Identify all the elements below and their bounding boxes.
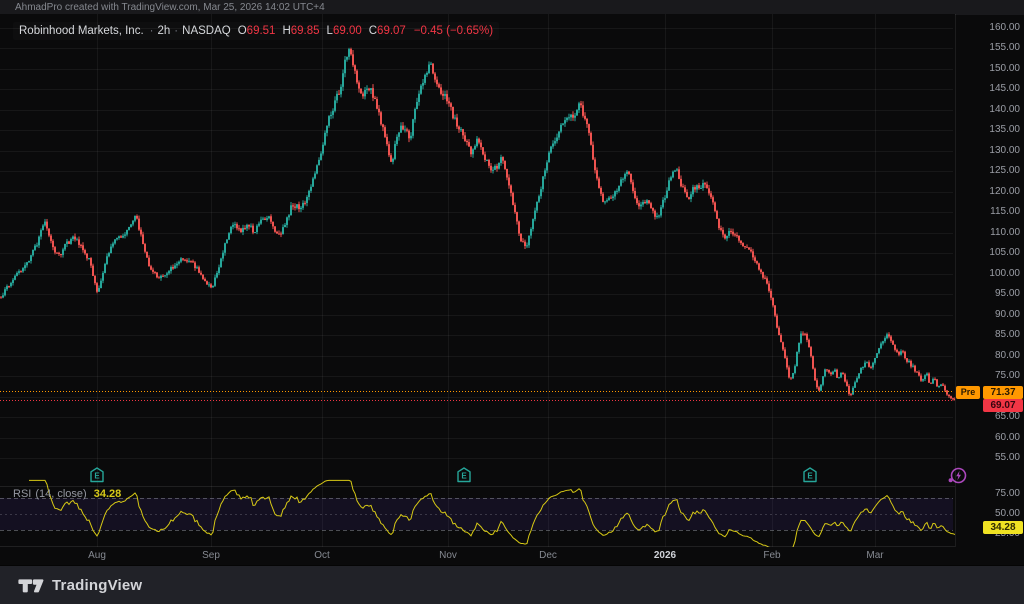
price-tick: 140.00 [989, 103, 1020, 115]
price-tick: 135.00 [989, 124, 1020, 135]
svg-text:E: E [94, 472, 100, 481]
price-tick: 60.00 [994, 431, 1020, 443]
time-tick: 2026 [653, 550, 677, 561]
premarket-chip: Pre [956, 386, 980, 399]
footer-bar: TradingView [0, 565, 1024, 604]
high-value: 69.85 [290, 25, 320, 37]
price-tick: 160.00 [989, 21, 1020, 33]
open-value: 69.51 [246, 25, 276, 37]
close-value: 69.07 [377, 25, 406, 37]
svg-text:E: E [461, 472, 467, 481]
price-tick: 80.00 [994, 349, 1020, 361]
time-tick: Feb [763, 550, 781, 561]
exchange-label: NASDAQ [182, 25, 231, 37]
time-tick: Sep [202, 550, 220, 561]
open-label: O [237, 25, 247, 37]
close-label: C [368, 25, 378, 37]
price-tick: 105.00 [989, 247, 1020, 258]
high-label: H [282, 25, 291, 37]
symbol-title: Robinhood Markets, Inc. [19, 25, 144, 37]
price-tick: 115.00 [990, 206, 1020, 217]
price-tick: 125.00 [989, 165, 1020, 176]
price-tick: 65.00 [994, 411, 1020, 422]
time-tick: Dec [539, 550, 557, 561]
legend-separator2: · [174, 25, 179, 37]
attribution-bar: AhmadPro created with TradingView.com, M… [0, 0, 1024, 15]
tradingview-brand-text[interactable]: TradingView [52, 576, 143, 594]
price-tick: 75.00 [994, 370, 1020, 381]
change-value: −0.45 (−0.65%) [413, 25, 494, 37]
rsi-tick: 50.00 [994, 508, 1020, 519]
earnings-house-icon [90, 467, 104, 483]
price-tick: 150.00 [989, 62, 1020, 74]
price-tick: 90.00 [994, 308, 1020, 320]
legend-separator: · [149, 25, 154, 37]
earnings-marker[interactable]: E [803, 467, 818, 483]
attribution-text: AhmadPro created with TradingView.com, M… [15, 2, 325, 13]
price-tick: 120.00 [989, 185, 1020, 197]
last-price-badge[interactable]: 69.07 [983, 399, 1023, 412]
time-tick: Aug [88, 550, 106, 561]
time-tick: Nov [439, 550, 457, 561]
price-scale[interactable]: 160.00 155.00 150.00 145.00 140.00 135.00 130.… [955, 14, 1024, 547]
rsi-params: (14, close) [35, 488, 87, 500]
symbol-legend[interactable]: Robinhood Markets, Inc. · 2h · NASDAQ O69.51 H… [13, 22, 499, 40]
price-tick: 100.00 [989, 267, 1020, 279]
upcoming-earnings-icon[interactable] [948, 466, 968, 486]
price-tick: 110.00 [990, 226, 1020, 238]
svg-text:E: E [807, 472, 813, 481]
earnings-marker[interactable]: E [90, 467, 105, 483]
rsi-value: 34.28 [93, 488, 122, 500]
price-tick: 155.00 [989, 42, 1020, 53]
earnings-house-icon [457, 467, 471, 483]
price-tick: 85.00 [994, 329, 1020, 340]
earnings-house-icon [803, 467, 817, 483]
rsi-legend[interactable]: RSI (14, close) 34.28 [13, 488, 121, 500]
tradingview-logo-icon[interactable] [18, 578, 44, 593]
rsi-value-badge: 34.28 [983, 521, 1023, 534]
time-tick: Mar [866, 550, 884, 561]
price-tick: 95.00 [994, 288, 1020, 299]
candlestick-chart[interactable] [0, 14, 955, 547]
time-tick: Oct [314, 550, 330, 561]
time-axis[interactable]: Aug Sep Oct Nov Dec 2026 Feb Mar [0, 547, 955, 565]
price-tick: 145.00 [989, 83, 1020, 94]
low-label: L [326, 25, 333, 37]
rsi-name: RSI [13, 488, 32, 500]
price-tick: 55.00 [994, 452, 1020, 463]
interval-label: 2h [157, 25, 171, 37]
earnings-marker[interactable]: E [457, 467, 472, 483]
price-tick: 130.00 [989, 144, 1020, 156]
low-value: 69.00 [332, 25, 362, 37]
premarket-price-badge[interactable]: 71.37 [983, 386, 1023, 399]
rsi-tick: 75.00 [994, 488, 1020, 499]
